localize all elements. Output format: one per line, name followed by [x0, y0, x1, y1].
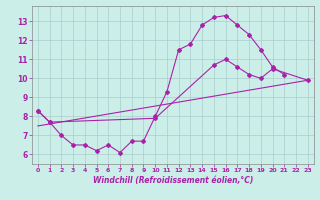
X-axis label: Windchill (Refroidissement éolien,°C): Windchill (Refroidissement éolien,°C): [92, 176, 253, 185]
